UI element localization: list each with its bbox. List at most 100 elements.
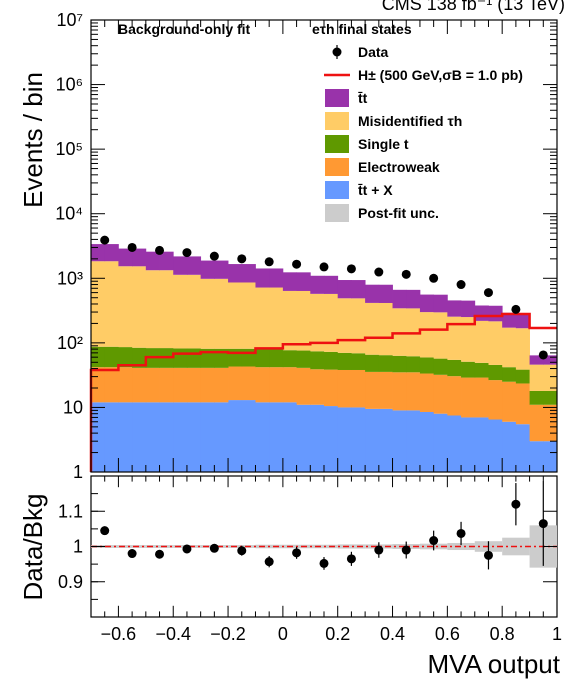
bar-1-6 [173, 367, 188, 403]
unc-band-bin-2 [145, 545, 174, 548]
bar-3-6 [173, 274, 188, 349]
ratio-ytick-label-2: 1.1 [58, 501, 83, 521]
bar-3-1 [104, 261, 119, 347]
ytick-label-top-2: 10² [57, 333, 83, 353]
bar-1-11 [241, 366, 256, 401]
ytick-label-top-0: 1 [73, 462, 83, 482]
bar-4-18 [337, 280, 352, 299]
bar-3-29 [488, 321, 503, 365]
xtick-label-6: 0.6 [435, 624, 460, 644]
bar-3-24 [419, 312, 435, 358]
bar-3-33 [543, 364, 558, 391]
bar-4-6 [173, 256, 188, 275]
ratio-point-16 [538, 519, 548, 529]
data-point-1 [127, 242, 137, 252]
bar-2-8 [200, 348, 215, 368]
bar-0-12 [255, 402, 270, 472]
legend-swatch-ttx [325, 181, 349, 199]
ytick-label-top-3: 10³ [57, 268, 83, 288]
bar-2-1 [104, 346, 119, 368]
bar-0-24 [419, 411, 435, 472]
bar-0-23 [406, 410, 421, 472]
bar-3-18 [337, 298, 352, 353]
bar-1-16 [310, 369, 325, 405]
bar-2-6 [173, 348, 188, 368]
bar-4-5 [159, 251, 174, 271]
bar-1-24 [419, 373, 435, 412]
bar-4-0 [91, 244, 106, 262]
bar-1-10 [228, 366, 243, 401]
bar-1-7 [186, 367, 202, 403]
bar-3-3 [132, 266, 147, 348]
bar-4-27 [461, 300, 476, 318]
bar-0-11 [241, 400, 256, 472]
bar-1-17 [324, 369, 339, 407]
bar-2-13 [269, 349, 284, 368]
bar-3-31 [515, 328, 530, 370]
legend-swatch-unc [325, 204, 349, 222]
bar-1-0 [91, 367, 106, 403]
bar-1-20 [365, 371, 380, 409]
series-0 [91, 400, 558, 472]
data-point-4 [209, 251, 219, 261]
xtick-label-7: 0.8 [490, 624, 515, 644]
legend-swatch-ew [325, 158, 349, 176]
ratio-point-6 [264, 557, 274, 567]
bar-3-30 [502, 327, 517, 368]
bar-0-5 [159, 402, 174, 472]
bar-2-19 [351, 353, 366, 370]
bar-0-25 [433, 413, 448, 472]
bar-3-16 [310, 293, 325, 352]
bar-4-28 [474, 305, 489, 321]
bar-2-21 [378, 355, 393, 372]
bar-3-19 [351, 298, 366, 354]
bar-0-21 [378, 408, 393, 472]
ytick-label-top-1: 10 [63, 397, 83, 417]
main-panel: 1 10 10² 10³ 10⁴ 10⁵ 10⁶ 10⁷ [55, 10, 558, 482]
bar-1-1 [104, 367, 119, 403]
bar-0-27 [461, 417, 476, 472]
bar-2-3 [132, 347, 147, 368]
bar-3-2 [118, 266, 133, 348]
data-point-9 [346, 264, 356, 274]
data-point-6 [264, 257, 274, 267]
bar-1-18 [337, 369, 352, 408]
ratio-point-8 [319, 558, 329, 568]
bar-1-3 [132, 367, 147, 403]
bar-4-21 [378, 284, 393, 303]
y-axis-label-bottom: Data/Bkg [18, 494, 48, 601]
bar-4-4 [145, 251, 160, 271]
bar-0-22 [392, 410, 407, 472]
bar-1-28 [474, 377, 489, 418]
ytick-label-top-5: 10⁵ [56, 139, 83, 159]
bar-0-1 [104, 402, 119, 472]
ratio-point-5 [237, 546, 247, 556]
bar-0-9 [214, 402, 229, 472]
data-point-8 [319, 262, 329, 272]
bar-2-14 [282, 350, 297, 368]
bar-1-26 [447, 376, 462, 416]
bar-2-26 [447, 359, 462, 377]
ratio-point-1 [127, 549, 137, 559]
bar-0-15 [296, 404, 311, 472]
bar-0-2 [118, 402, 133, 472]
series-4 [91, 244, 558, 365]
ratio-panel: −0.6 −0.4 −0.2 0 0.2 0.4 0.6 0.8 1 0.9 1 1.1 [58, 475, 562, 644]
bar-3-28 [474, 320, 489, 363]
bar-4-31 [515, 313, 530, 329]
signal-line [89, 312, 557, 472]
bar-0-4 [145, 402, 160, 472]
bar-4-3 [132, 248, 147, 267]
bar-4-2 [118, 248, 133, 267]
bar-1-25 [433, 374, 448, 414]
xtick-label-8: 1 [552, 624, 562, 644]
bar-0-10 [228, 400, 243, 472]
series-2 [91, 346, 558, 405]
data-point-16 [538, 350, 548, 360]
bar-3-22 [392, 308, 407, 356]
bar-2-24 [419, 357, 435, 374]
bar-0-20 [365, 408, 380, 472]
ytick-label-top-7: 10⁷ [56, 10, 83, 30]
xtick-label-1: −0.4 [155, 624, 191, 644]
ratio-ytick-label-0: 0.9 [58, 572, 83, 592]
